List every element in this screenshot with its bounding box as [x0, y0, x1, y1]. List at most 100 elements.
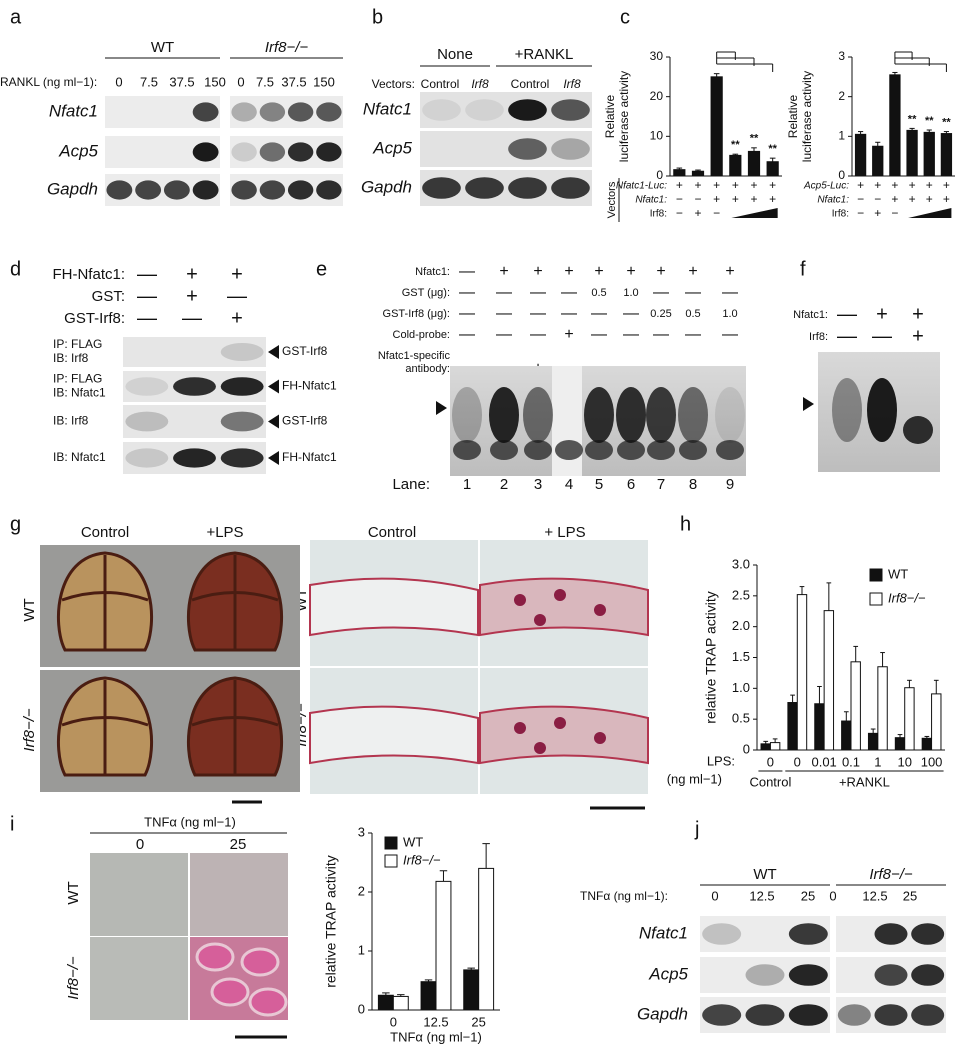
table-cell: − [694, 192, 701, 206]
osteoclast [248, 987, 288, 1017]
cell: — [623, 305, 639, 322]
y-tick-label: 0 [743, 741, 750, 756]
table-cell: − [857, 192, 864, 206]
cell: — [459, 284, 475, 301]
error-bar [769, 157, 776, 162]
blot-band [220, 411, 264, 432]
table-cell: + [926, 192, 933, 206]
table-row-label: Acp5-Luc: [803, 181, 849, 192]
tissue [479, 705, 649, 765]
blot-band [788, 964, 828, 986]
table-cell: + [769, 178, 776, 192]
lane-label: 0 [829, 888, 836, 903]
gel-free-probe [490, 440, 518, 460]
row-label: WT [65, 881, 82, 904]
gel-shift-band [489, 387, 519, 443]
strip-label: IB: Nfatc1 [53, 386, 106, 400]
column-label: Control [368, 524, 416, 541]
panel-letter: i [10, 813, 14, 835]
cell: — [561, 284, 577, 301]
gel-shift-band [616, 387, 646, 443]
cell: 0.5 [685, 308, 700, 320]
row-label: Irf8−/− [21, 708, 38, 752]
lane-number: 2 [500, 476, 508, 493]
table-row-label: Nfatc1: [635, 195, 667, 206]
group-label: WT [151, 39, 174, 56]
error-bar [907, 679, 912, 688]
cell: + [688, 263, 697, 280]
bar [906, 129, 918, 177]
x-tick-label: 0.01 [811, 754, 836, 769]
lane-label: 25 [903, 888, 917, 903]
arrowhead [268, 414, 279, 429]
error-bar [790, 694, 795, 703]
strip-label: IB: Irf8 [53, 351, 89, 365]
cell: — [530, 326, 546, 343]
arrowhead [268, 345, 279, 359]
cell: + [912, 303, 924, 325]
tissue [309, 577, 479, 637]
significance: ** [750, 133, 759, 145]
error-bar [909, 127, 915, 131]
cell: 0.5 [591, 287, 606, 299]
bar [787, 702, 798, 751]
cell: — [530, 284, 546, 301]
row-label: Irf8: [809, 331, 828, 343]
row-label: Nfatc1 [363, 99, 412, 118]
row-label: GST-Irf8 (μg): [383, 308, 450, 320]
gel-band [903, 416, 933, 444]
gel-shift-band [715, 387, 745, 443]
error-bar [482, 843, 490, 869]
cell: + [231, 263, 243, 285]
blot-band [192, 102, 219, 122]
x-tick-label: 10 [897, 754, 911, 769]
blot-band [874, 1004, 908, 1026]
blot-band [287, 142, 314, 162]
error-bar [676, 167, 683, 170]
row-label: Gapdh [637, 1004, 688, 1023]
cell: + [231, 307, 243, 329]
bar [747, 150, 761, 177]
blot-band [287, 180, 314, 200]
table-row-label: Irf8: [832, 209, 849, 220]
legend-label: WT [403, 834, 423, 849]
column-label: + LPS [544, 524, 585, 541]
legend-swatch [869, 592, 883, 606]
blot-band [551, 177, 590, 199]
bar [877, 666, 888, 751]
dose-wedge [731, 208, 778, 218]
bar [463, 969, 480, 1011]
row-label: Nfatc1: [415, 266, 450, 278]
legend-label: WT [888, 566, 908, 581]
y-tick-label: 0 [656, 168, 663, 182]
blot-band [316, 102, 342, 122]
y-tick-label: 3 [838, 49, 845, 63]
group-label: Irf8−/− [869, 866, 913, 883]
blot-band [106, 180, 133, 200]
significance: ** [731, 139, 740, 151]
strip-label: IP: FLAG [53, 337, 102, 351]
blot-band [508, 99, 547, 121]
bar [435, 880, 452, 1011]
row-label: GST: [92, 288, 125, 305]
strip-target: FH-Nfatc1 [282, 450, 337, 464]
trap-stain [594, 732, 606, 744]
lane-label: 7.5 [256, 74, 274, 89]
osteoclast [240, 947, 280, 977]
trap-stain [534, 614, 546, 626]
table-cell: + [909, 192, 916, 206]
error-bar [817, 685, 822, 704]
gel-band [867, 378, 897, 442]
group-label: None [437, 46, 473, 63]
blot-band [788, 1004, 828, 1026]
table-cell: − [713, 206, 720, 220]
column-label: 25 [230, 836, 247, 853]
bar [854, 133, 867, 177]
bar [420, 981, 437, 1011]
row-label: Nfatc1 [49, 101, 98, 120]
cell: — [459, 326, 475, 343]
y-tick-label: 2 [358, 883, 365, 898]
gel-shift-band [678, 387, 708, 443]
gel-shift-band [523, 387, 553, 443]
blot-band [702, 923, 742, 945]
